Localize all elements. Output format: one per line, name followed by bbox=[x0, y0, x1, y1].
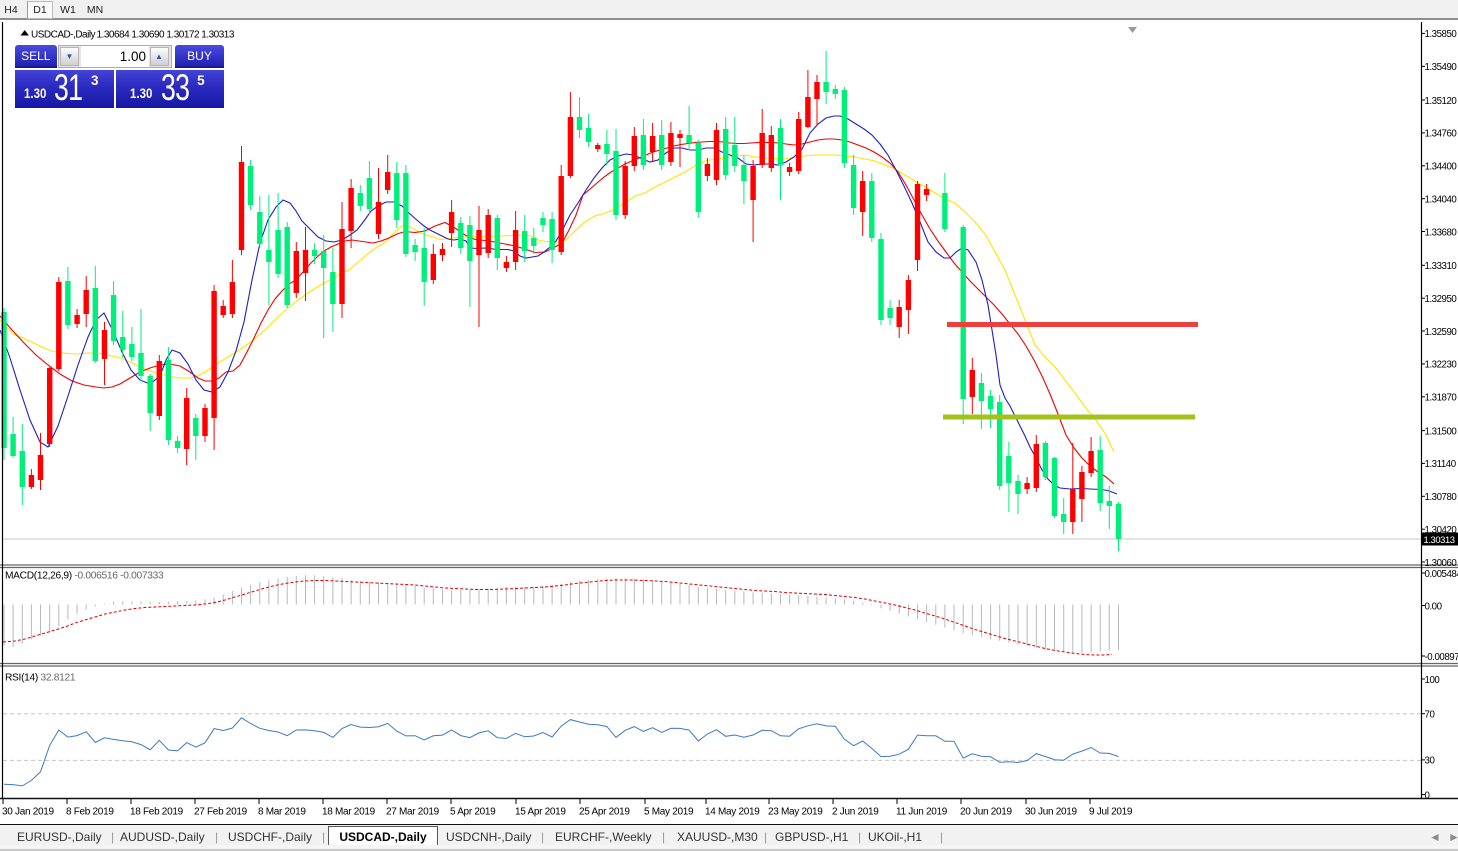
svg-text:27 Mar 2019: 27 Mar 2019 bbox=[386, 807, 440, 818]
svg-text:1.31140: 1.31140 bbox=[1425, 459, 1457, 470]
svg-text:1.32230: 1.32230 bbox=[1425, 360, 1458, 371]
svg-text:5 May 2019: 5 May 2019 bbox=[644, 807, 694, 818]
svg-text:23 May 2019: 23 May 2019 bbox=[768, 807, 823, 818]
svg-text:18 Mar 2019: 18 Mar 2019 bbox=[322, 807, 376, 818]
svg-text:1.34760: 1.34760 bbox=[1425, 129, 1458, 140]
svg-text:20 Jun 2019: 20 Jun 2019 bbox=[960, 807, 1012, 818]
svg-text:9 Jul 2019: 9 Jul 2019 bbox=[1089, 807, 1133, 818]
svg-text:1.30684 1.30690 1.30172 1.3031: 1.30684 1.30690 1.30172 1.30313 bbox=[97, 30, 235, 41]
svg-text:30 Jun 2019: 30 Jun 2019 bbox=[1025, 807, 1077, 818]
svg-text:1.35490: 1.35490 bbox=[1425, 62, 1458, 73]
svg-text:RSI(14) 32.8121: RSI(14) 32.8121 bbox=[5, 673, 76, 684]
svg-text:-0.00897: -0.00897 bbox=[1425, 652, 1458, 663]
svg-text:8 Mar 2019: 8 Mar 2019 bbox=[258, 807, 306, 818]
svg-text:0: 0 bbox=[1425, 790, 1431, 801]
svg-text:0.005484: 0.005484 bbox=[1425, 569, 1458, 580]
svg-text:18 Feb 2019: 18 Feb 2019 bbox=[130, 807, 184, 818]
svg-text:1.35120: 1.35120 bbox=[1425, 96, 1458, 107]
svg-text:USDCAD-,Daily: USDCAD-,Daily bbox=[31, 30, 96, 41]
svg-text:27 Feb 2019: 27 Feb 2019 bbox=[194, 807, 248, 818]
svg-text:1.30313: 1.30313 bbox=[1424, 534, 1455, 545]
svg-text:1.31500: 1.31500 bbox=[1425, 426, 1458, 437]
svg-text:1.34040: 1.34040 bbox=[1425, 195, 1458, 206]
svg-text:1.32590: 1.32590 bbox=[1425, 327, 1458, 338]
svg-text:1.30420: 1.30420 bbox=[1425, 525, 1458, 536]
svg-text:0.00: 0.00 bbox=[1425, 601, 1443, 612]
svg-text:11 Jun 2019: 11 Jun 2019 bbox=[896, 807, 948, 818]
svg-text:1.34400: 1.34400 bbox=[1425, 162, 1458, 173]
svg-text:5 Apr 2019: 5 Apr 2019 bbox=[450, 807, 496, 818]
svg-text:8 Feb 2019: 8 Feb 2019 bbox=[66, 807, 114, 818]
svg-text:1.31870: 1.31870 bbox=[1425, 393, 1458, 404]
svg-text:25 Apr 2019: 25 Apr 2019 bbox=[579, 807, 630, 818]
svg-text:2 Jun 2019: 2 Jun 2019 bbox=[832, 807, 879, 818]
svg-text:1.33310: 1.33310 bbox=[1425, 261, 1458, 272]
svg-text:MACD(12,26,9) -0.006516 -0.007: MACD(12,26,9) -0.006516 -0.007333 bbox=[5, 571, 164, 582]
svg-text:1.30780: 1.30780 bbox=[1425, 492, 1458, 503]
svg-text:30: 30 bbox=[1425, 756, 1436, 767]
svg-text:1.33680: 1.33680 bbox=[1425, 227, 1458, 238]
svg-text:1.30060: 1.30060 bbox=[1425, 558, 1458, 569]
svg-text:15 Apr 2019: 15 Apr 2019 bbox=[515, 807, 566, 818]
svg-text:1.35850: 1.35850 bbox=[1425, 29, 1458, 40]
svg-text:1.32950: 1.32950 bbox=[1425, 294, 1458, 305]
svg-text:14 May 2019: 14 May 2019 bbox=[705, 807, 760, 818]
svg-text:100: 100 bbox=[1425, 675, 1441, 686]
svg-text:30 Jan 2019: 30 Jan 2019 bbox=[2, 807, 54, 818]
svg-text:70: 70 bbox=[1425, 710, 1436, 721]
